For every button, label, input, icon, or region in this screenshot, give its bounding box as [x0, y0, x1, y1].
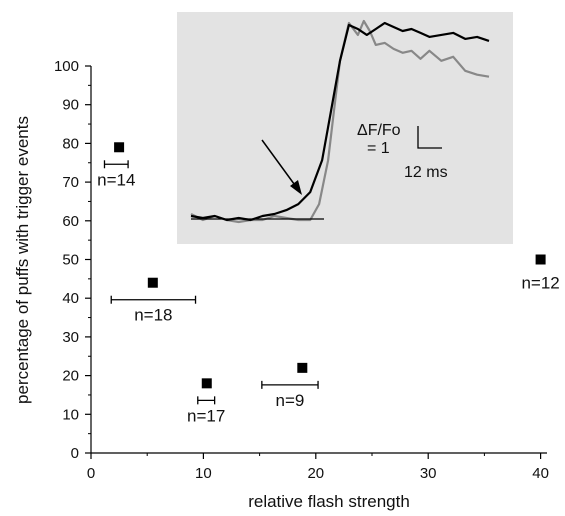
y-tick-label: 100	[54, 58, 79, 75]
data-point	[201, 378, 212, 389]
scale-bar-y-label: ΔF/Fo	[357, 122, 401, 139]
n-label: n=17	[187, 406, 225, 425]
x-tick-label: 20	[307, 465, 324, 482]
scale-bar: ΔF/Fo = 1 12 ms	[357, 122, 448, 181]
x-tick-label: 10	[195, 465, 212, 482]
y-tick-label: 40	[62, 290, 79, 307]
y-tick-label: 90	[62, 97, 79, 114]
y-tick-label: 20	[62, 368, 79, 385]
axes: 0 10 20 30 40 50 60 70 80 90 100 0 10 20 30 40	[54, 58, 549, 482]
y-tick-label: 60	[62, 213, 79, 230]
y-axis-label: percentage of puffs with trigger events	[13, 116, 32, 404]
n-label: n=18	[134, 306, 172, 325]
n-label: n=9	[276, 391, 305, 410]
y-tick-label: 80	[62, 135, 79, 152]
y-tick-label: 70	[62, 174, 79, 191]
x-tick-label: 30	[420, 465, 437, 482]
data-point	[114, 142, 125, 153]
n-label: n=12	[521, 274, 559, 293]
scale-bar-x-label: 12 ms	[404, 164, 448, 181]
y-tick-label: 30	[62, 329, 79, 346]
y-tick-label: 50	[62, 252, 79, 269]
inset-chart: ΔF/Fo = 1 12 ms	[177, 12, 513, 244]
inset-background	[177, 12, 513, 244]
y-tick-label: 0	[71, 445, 79, 462]
x-axis-label: relative flash strength	[248, 492, 410, 511]
data-point	[535, 254, 546, 265]
data-point	[297, 362, 308, 373]
annotation-arrow	[261, 139, 302, 195]
n-label: n=14	[97, 170, 135, 189]
data-point	[147, 277, 158, 288]
scale-bar-y-value: = 1	[367, 140, 390, 157]
y-tick-label: 10	[62, 406, 79, 423]
x-tick-label: 0	[87, 465, 95, 482]
x-tick-label: 40	[532, 465, 549, 482]
